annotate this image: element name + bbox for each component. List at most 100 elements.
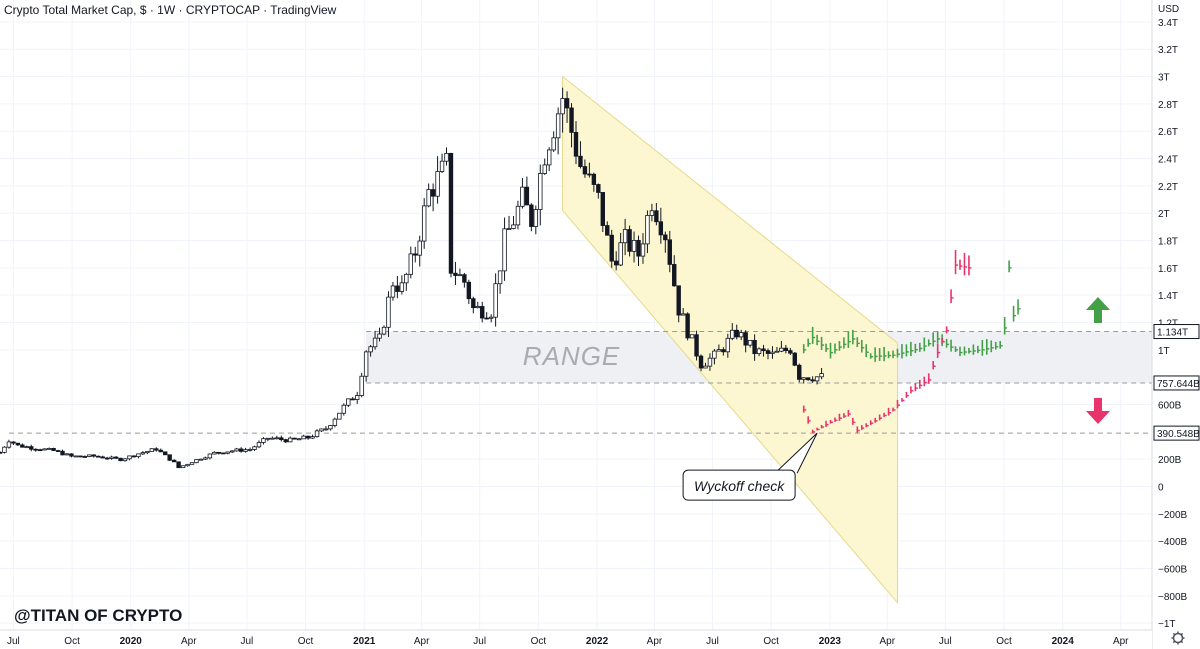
- candle-body: [158, 449, 163, 453]
- arrow-down-icon: [1086, 398, 1110, 424]
- candle-body: [194, 459, 199, 464]
- candle-body: [109, 456, 114, 459]
- candle-body: [547, 149, 552, 166]
- candle-body: [2, 446, 7, 453]
- candle-body: [640, 243, 646, 257]
- candle-body: [421, 205, 427, 242]
- x-tick-label: Oct: [763, 636, 779, 647]
- candle-body: [538, 173, 543, 210]
- candle-body: [346, 398, 351, 406]
- x-tick-label: Jul: [473, 636, 486, 647]
- candle-body: [761, 348, 766, 352]
- candle-body: [118, 457, 123, 462]
- candle-body: [180, 465, 186, 469]
- candle-body: [189, 462, 195, 465]
- arrow-up-icon: [1086, 297, 1110, 323]
- candle-body: [377, 333, 382, 339]
- candle-body: [20, 444, 25, 448]
- candle-body: [609, 234, 614, 262]
- y-tick-label: 1.4T: [1158, 291, 1178, 302]
- callout-text: Wyckoff check: [694, 478, 785, 494]
- candle-body: [417, 240, 422, 256]
- candle-body: [171, 459, 177, 463]
- candle-body: [462, 274, 467, 283]
- candle-body: [247, 449, 253, 451]
- y-tick-label: 2.6T: [1158, 127, 1178, 138]
- candle-body: [591, 173, 597, 185]
- candle-body: [310, 436, 315, 439]
- chart-title: Crypto Total Market Cap, $ · 1W · CRYPTO…: [4, 3, 337, 17]
- x-tick-label: Oct: [531, 636, 547, 647]
- candle-body: [355, 395, 360, 400]
- y-tick-label: 2T: [1158, 209, 1170, 220]
- candle-body: [480, 306, 485, 319]
- price-label-box: [1153, 425, 1200, 441]
- x-tick-label: Jul: [706, 636, 719, 647]
- candle-body: [212, 451, 217, 455]
- candle-body: [596, 184, 601, 193]
- candle-body: [29, 446, 34, 450]
- candle-body: [296, 438, 302, 441]
- candle-body: [573, 131, 579, 157]
- candle-body: [698, 355, 704, 369]
- candle-body: [243, 449, 248, 452]
- candle-body: [283, 439, 288, 443]
- candle-body: [605, 225, 610, 236]
- candle-body: [810, 379, 815, 382]
- range-label: RANGE: [523, 341, 620, 371]
- candle-body: [448, 152, 454, 274]
- candle-body: [511, 224, 516, 229]
- candle-body: [734, 329, 739, 338]
- candle-body: [560, 98, 565, 115]
- candle-body: [0, 451, 3, 454]
- y-tick-label: −400B: [1158, 537, 1188, 548]
- candle-body: [430, 189, 436, 197]
- candle-body: [100, 456, 105, 459]
- y-tick-label: 2.8T: [1158, 100, 1178, 111]
- candle-body: [631, 239, 637, 252]
- candle-body: [24, 446, 29, 449]
- y-tick-label: 1.6T: [1158, 264, 1178, 275]
- candle-body: [622, 229, 628, 244]
- candle-body: [82, 456, 88, 458]
- y-tick-label: 0: [1158, 483, 1164, 494]
- candle-body: [497, 270, 503, 285]
- candle-body: [314, 430, 320, 438]
- candle-body: [136, 453, 141, 458]
- x-tick-label: Apr: [647, 636, 663, 647]
- y-tick-label: 200B: [1158, 455, 1182, 466]
- candle-body: [301, 435, 306, 440]
- candle-body: [801, 377, 806, 380]
- candle-body: [747, 339, 753, 346]
- downtrend-channel: [562, 75, 898, 605]
- y-tick-label: 2.2T: [1158, 182, 1178, 193]
- x-tick-label: 2020: [120, 636, 143, 647]
- candle-body: [689, 334, 695, 339]
- candle-body: [198, 458, 204, 461]
- candle-body: [667, 239, 672, 265]
- candle-body: [404, 273, 409, 284]
- candle-body: [506, 228, 512, 230]
- price-label: 390.548B: [1157, 429, 1200, 440]
- y-tick-label: 1.8T: [1158, 237, 1178, 248]
- candle-body: [274, 437, 280, 440]
- candle-body: [654, 210, 659, 223]
- candle-body: [774, 350, 780, 353]
- candle-body: [6, 441, 12, 448]
- candle-body: [131, 455, 137, 458]
- candle-body: [739, 332, 744, 338]
- watermark-text: @TITAN OF CRYPTO: [14, 606, 182, 625]
- y-tick-label: 3.2T: [1158, 45, 1178, 56]
- gear-tooth: [1172, 640, 1176, 644]
- y-tick-label: −1T: [1158, 619, 1176, 630]
- candle-body: [60, 450, 65, 456]
- y-tick-label: −800B: [1158, 592, 1188, 603]
- candle-body: [96, 455, 101, 458]
- candle-body: [372, 337, 378, 348]
- x-tick-label: Apr: [880, 636, 896, 647]
- candle-body: [551, 137, 556, 151]
- candle-body: [466, 281, 472, 300]
- x-tick-label: Oct: [996, 636, 1012, 647]
- gear-tooth: [1180, 640, 1184, 644]
